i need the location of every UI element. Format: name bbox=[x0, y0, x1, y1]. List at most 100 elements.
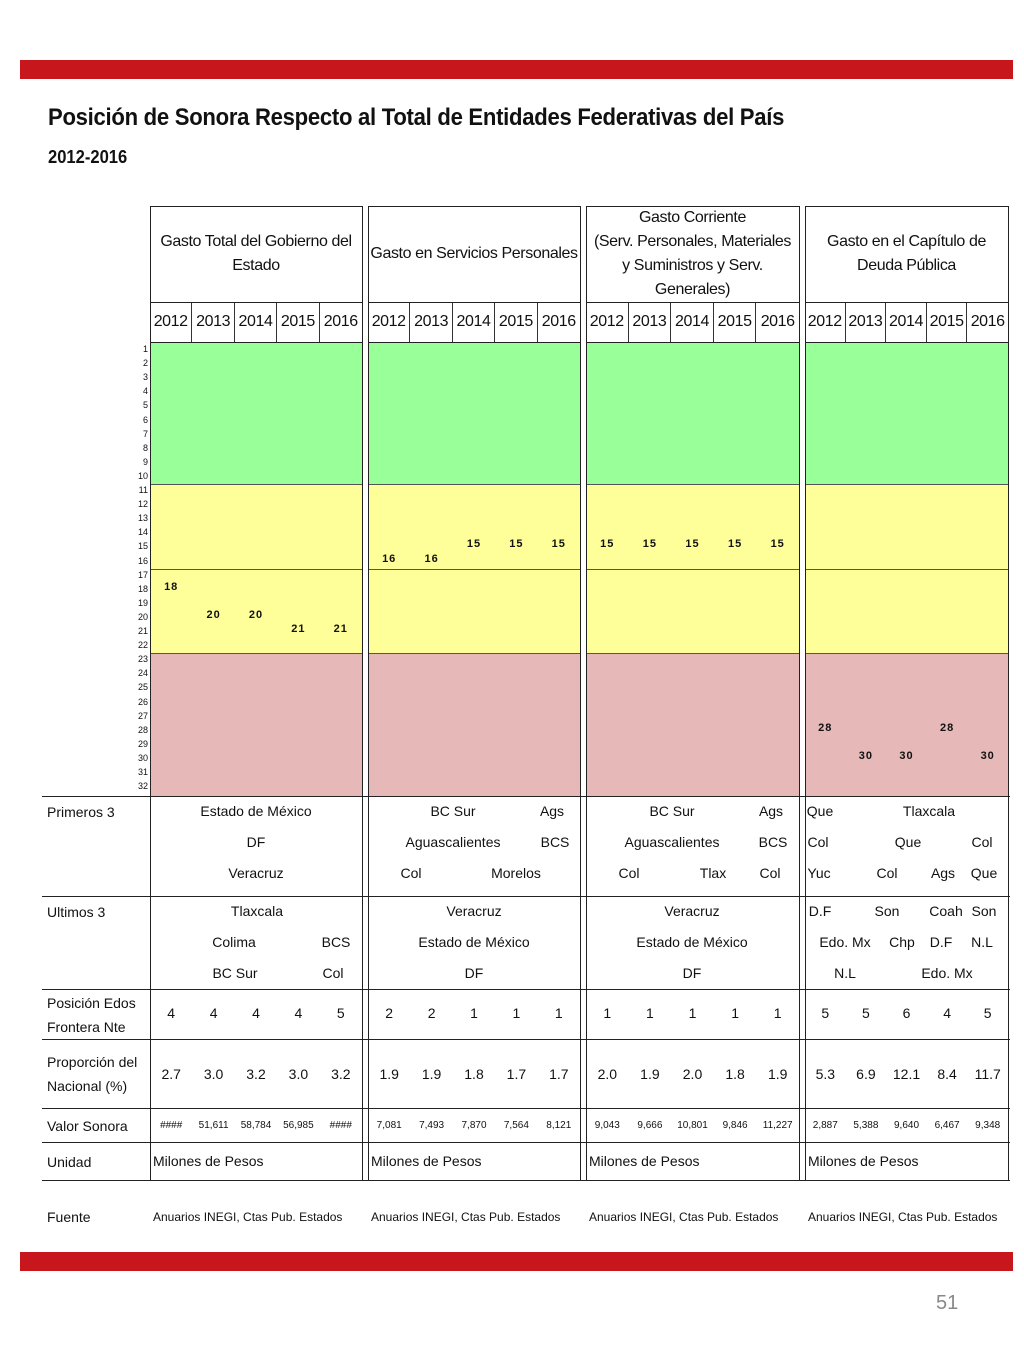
row-label-primeros: Primeros 3 bbox=[47, 804, 115, 820]
table-border bbox=[368, 342, 580, 343]
proporcion-value: 2.0 bbox=[597, 1066, 618, 1082]
frontera-value: 5 bbox=[821, 1005, 830, 1021]
rank-number: 31 bbox=[137, 767, 148, 777]
rank-number: 9 bbox=[142, 456, 148, 467]
rank-number: 11 bbox=[138, 485, 148, 495]
rank-number: 28 bbox=[137, 724, 148, 735]
ultimos-state: Veracruz bbox=[664, 903, 720, 919]
proporcion-value: 5.3 bbox=[815, 1066, 836, 1082]
ultimos-state: Tlaxcala bbox=[230, 903, 284, 919]
valor-sonora-value: 7,870 bbox=[461, 1120, 487, 1131]
primeros-state: Col bbox=[876, 865, 898, 881]
rank-number: 32 bbox=[137, 781, 148, 792]
ultimos-state: N.L bbox=[971, 934, 993, 950]
valor-sonora-value: 7,081 bbox=[376, 1120, 402, 1131]
table-border bbox=[150, 342, 362, 343]
proporcion-value: 11.7 bbox=[974, 1066, 1001, 1082]
primeros-state: DF bbox=[246, 834, 266, 850]
year-header: 2012 bbox=[586, 302, 629, 342]
table-border bbox=[368, 206, 580, 207]
row-label-fuente: Fuente bbox=[47, 1209, 91, 1225]
primeros-state: Que bbox=[806, 803, 834, 819]
valor-sonora-value: 9,348 bbox=[975, 1120, 1001, 1131]
position-value: 20 bbox=[248, 608, 264, 621]
ultimos-state: BCS bbox=[321, 934, 351, 950]
table-row-border bbox=[42, 1039, 1010, 1040]
table-border bbox=[150, 206, 151, 1180]
zone-red bbox=[805, 653, 1008, 796]
ultimos-state: Son bbox=[971, 903, 997, 919]
frontera-value: 5 bbox=[983, 1005, 992, 1021]
primeros-state: Ags bbox=[539, 803, 565, 819]
primeros-state: Col bbox=[759, 865, 781, 881]
valor-sonora-value: 7,493 bbox=[419, 1120, 445, 1131]
year-header: 2012 bbox=[368, 302, 411, 342]
position-value: 16 bbox=[382, 552, 397, 565]
valor-sonora-value: 9,666 bbox=[637, 1120, 663, 1131]
valor-sonora-value: 11,227 bbox=[762, 1120, 793, 1131]
year-header: 2015 bbox=[277, 302, 320, 342]
ultimos-state: Son bbox=[874, 903, 900, 919]
group-header-line: (Serv. Personales, Materiales bbox=[593, 233, 792, 250]
proporcion-value: 3.2 bbox=[331, 1066, 351, 1082]
table-border bbox=[805, 302, 1008, 303]
position-value: 21 bbox=[291, 623, 306, 635]
proporcion-value: 1.9 bbox=[640, 1066, 660, 1082]
frontera-value: 4 bbox=[943, 1005, 951, 1021]
valor-sonora-value: #### bbox=[160, 1120, 183, 1131]
rank-number: 18 bbox=[137, 583, 148, 594]
frontera-value: 5 bbox=[336, 1005, 345, 1021]
ultimos-state: DF bbox=[464, 965, 484, 981]
frontera-value: 2 bbox=[427, 1005, 436, 1021]
valor-sonora-value: 58,784 bbox=[240, 1120, 272, 1131]
group-header: Gasto Corriente (Serv. Personales, Materi… bbox=[586, 206, 799, 302]
frontera-value: 1 bbox=[603, 1005, 612, 1021]
valor-sonora-value: 51,611 bbox=[198, 1120, 229, 1131]
zone-divider bbox=[150, 484, 362, 485]
zone-divider bbox=[150, 568, 362, 570]
ultimos-state: Veracruz bbox=[446, 903, 502, 919]
year-header: 2013 bbox=[846, 302, 887, 342]
group-header: Gasto Total del Gobierno del Estado bbox=[150, 206, 362, 302]
group-header: Gasto en el Capítulo de Deuda Pública bbox=[805, 206, 1008, 302]
position-value: 28 bbox=[818, 721, 833, 734]
ultimos-state: N.L bbox=[834, 965, 856, 981]
year-header: 2013 bbox=[192, 302, 235, 342]
table-border bbox=[362, 206, 363, 1180]
unidad-value: Milones de Pesos bbox=[153, 1153, 264, 1169]
zone-divider bbox=[805, 653, 1008, 655]
table-border bbox=[586, 302, 799, 303]
zone-green bbox=[150, 343, 362, 484]
valor-sonora-value: 5,388 bbox=[853, 1120, 879, 1131]
table-row-border bbox=[42, 896, 1010, 897]
table-border bbox=[150, 302, 362, 303]
group-header-text: Gasto Total del Gobierno del Estado bbox=[160, 230, 352, 278]
page-title: Posición de Sonora Respecto al Total de … bbox=[48, 104, 785, 131]
year-header: 2012 bbox=[150, 302, 193, 342]
frontera-value: 4 bbox=[167, 1005, 176, 1021]
valor-sonora-value: 9,846 bbox=[722, 1120, 748, 1131]
fuente-value: Anuarios INEGI, Ctas Pub. Estados bbox=[589, 1210, 779, 1224]
row-label-frontera: Posición Edos bbox=[47, 995, 136, 1011]
position-value: 15 bbox=[551, 538, 566, 551]
proporcion-value: 1.8 bbox=[464, 1066, 484, 1082]
zone-divider bbox=[150, 653, 362, 655]
position-value: 15 bbox=[642, 538, 658, 551]
position-value: 30 bbox=[858, 749, 874, 762]
ultimos-state: D.F bbox=[808, 903, 832, 919]
row-label-proporcion: Proporción del bbox=[47, 1054, 138, 1070]
group-header-line: Gasto Corriente bbox=[639, 209, 746, 226]
zone-divider bbox=[586, 484, 799, 485]
ultimos-state: DF bbox=[682, 965, 702, 981]
group-header-text: Gasto Corriente (Serv. Personales, Materi… bbox=[594, 206, 791, 302]
group-header-line: Gasto en el Capítulo de bbox=[827, 233, 986, 250]
group-header-line: Gasto en Servicios Personales bbox=[370, 245, 578, 262]
year-header: 2016 bbox=[323, 313, 358, 330]
proporcion-value: 1.9 bbox=[767, 1066, 788, 1082]
rank-number: 4 bbox=[142, 386, 148, 397]
position-value: 15 bbox=[727, 538, 743, 551]
proporcion-value: 8.4 bbox=[937, 1066, 957, 1082]
ultimos-state: Edo. Mx bbox=[819, 934, 871, 950]
primeros-state: Tlaxcala bbox=[902, 803, 956, 819]
rank-number: 5 bbox=[142, 400, 148, 411]
